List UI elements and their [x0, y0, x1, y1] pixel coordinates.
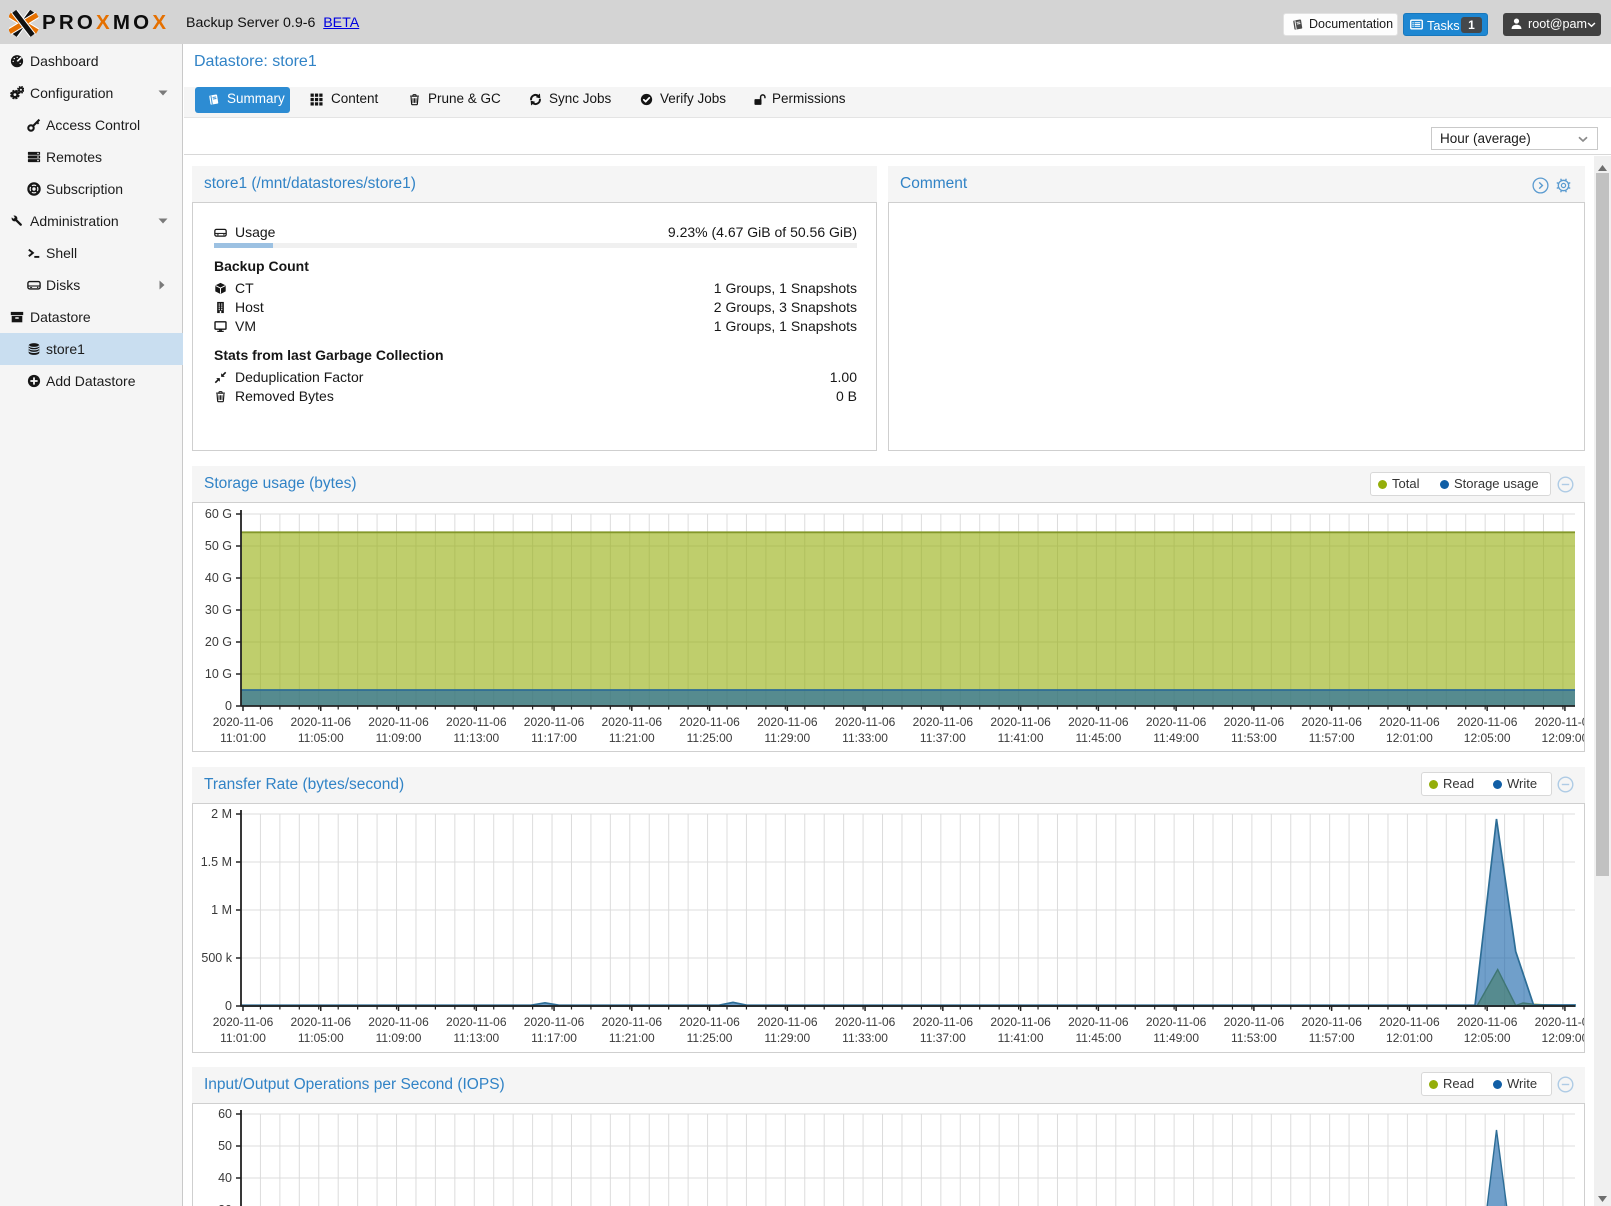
svg-text:11:53:00: 11:53:00 [1231, 1031, 1277, 1045]
svg-text:11:57:00: 11:57:00 [1309, 1031, 1355, 1045]
svg-text:2020-11-06: 2020-11-06 [1457, 1015, 1518, 1029]
svg-text:11:45:00: 11:45:00 [1075, 1031, 1121, 1045]
svg-text:11:37:00: 11:37:00 [920, 1031, 966, 1045]
svg-text:2020-11-06: 2020-11-06 [679, 1015, 740, 1029]
svg-text:2020-11-06: 2020-11-06 [757, 1015, 818, 1029]
svg-text:11:17:00: 11:17:00 [531, 1031, 577, 1045]
svg-text:11:41:00: 11:41:00 [998, 731, 1044, 745]
svg-text:60 G: 60 G [205, 507, 232, 521]
svg-text:40: 40 [218, 1171, 232, 1185]
svg-text:2020-11-06: 2020-11-06 [1379, 715, 1440, 729]
svg-text:2020-11-06: 2020-11-06 [213, 1015, 274, 1029]
svg-text:11:17:00: 11:17:00 [531, 731, 577, 745]
svg-text:2020-11-06: 2020-11-06 [835, 715, 896, 729]
svg-text:11:09:00: 11:09:00 [376, 1031, 422, 1045]
svg-text:2020-11-06: 2020-11-06 [1224, 1015, 1285, 1029]
svg-text:30 G: 30 G [205, 603, 232, 617]
svg-text:11:57:00: 11:57:00 [1309, 731, 1355, 745]
svg-text:2020-11-06: 2020-11-06 [1068, 1015, 1129, 1029]
svg-text:2020-11-06: 2020-11-06 [1301, 715, 1362, 729]
svg-text:11:01:00: 11:01:00 [220, 1031, 266, 1045]
svg-text:1 M: 1 M [211, 903, 232, 917]
svg-text:12:05:00: 12:05:00 [1464, 731, 1511, 745]
svg-text:10 G: 10 G [205, 667, 232, 681]
svg-text:2020-11-06: 2020-11-06 [1146, 1015, 1207, 1029]
svg-text:11:25:00: 11:25:00 [687, 731, 733, 745]
svg-text:11:49:00: 11:49:00 [1153, 1031, 1199, 1045]
svg-text:2020-11-06: 2020-11-06 [835, 1015, 896, 1029]
svg-text:11:21:00: 11:21:00 [609, 731, 655, 745]
svg-text:2020-11-06: 2020-11-06 [291, 1015, 352, 1029]
svg-text:2020-11-06: 2020-11-06 [446, 1015, 507, 1029]
svg-text:20 G: 20 G [205, 635, 232, 649]
svg-text:40 G: 40 G [205, 571, 232, 585]
svg-text:11:21:00: 11:21:00 [609, 1031, 655, 1045]
svg-text:12:09:00: 12:09:00 [1542, 1031, 1584, 1045]
svg-text:2020-11-06: 2020-11-06 [1535, 1015, 1584, 1029]
svg-text:2020-11-06: 2020-11-06 [213, 715, 274, 729]
svg-text:2020-11-06: 2020-11-06 [1146, 715, 1207, 729]
svg-text:2020-11-06: 2020-11-06 [524, 715, 585, 729]
svg-text:2020-11-06: 2020-11-06 [1301, 1015, 1362, 1029]
svg-text:2020-11-06: 2020-11-06 [913, 715, 974, 729]
svg-text:11:29:00: 11:29:00 [764, 1031, 810, 1045]
svg-text:12:01:00: 12:01:00 [1386, 1031, 1433, 1045]
svg-text:2020-11-06: 2020-11-06 [1379, 1015, 1440, 1029]
svg-text:0: 0 [225, 999, 232, 1013]
svg-text:2020-11-06: 2020-11-06 [524, 1015, 585, 1029]
svg-text:2020-11-06: 2020-11-06 [1068, 715, 1129, 729]
svg-text:11:49:00: 11:49:00 [1153, 731, 1199, 745]
svg-text:30: 30 [218, 1203, 232, 1206]
svg-text:12:09:00: 12:09:00 [1542, 731, 1584, 745]
svg-text:2 M: 2 M [211, 807, 232, 821]
svg-text:2020-11-06: 2020-11-06 [368, 1015, 429, 1029]
svg-text:12:05:00: 12:05:00 [1464, 1031, 1511, 1045]
svg-text:2020-11-06: 2020-11-06 [679, 715, 740, 729]
svg-text:11:09:00: 11:09:00 [376, 731, 422, 745]
svg-text:2020-11-06: 2020-11-06 [757, 715, 818, 729]
svg-text:11:05:00: 11:05:00 [298, 1031, 344, 1045]
svg-text:2020-11-06: 2020-11-06 [602, 1015, 663, 1029]
svg-text:2020-11-06: 2020-11-06 [990, 715, 1051, 729]
svg-text:11:45:00: 11:45:00 [1075, 731, 1121, 745]
svg-text:11:13:00: 11:13:00 [453, 731, 499, 745]
svg-text:2020-11-06: 2020-11-06 [1457, 715, 1518, 729]
svg-text:2020-11-06: 2020-11-06 [446, 715, 507, 729]
svg-text:60: 60 [218, 1107, 232, 1121]
svg-text:11:41:00: 11:41:00 [998, 1031, 1044, 1045]
svg-text:1.5 M: 1.5 M [201, 855, 232, 869]
svg-text:11:53:00: 11:53:00 [1231, 731, 1277, 745]
svg-text:2020-11-06: 2020-11-06 [368, 715, 429, 729]
svg-text:2020-11-06: 2020-11-06 [990, 1015, 1051, 1029]
svg-text:2020-11-06: 2020-11-06 [1224, 715, 1285, 729]
svg-text:11:37:00: 11:37:00 [920, 731, 966, 745]
svg-text:2020-11-06: 2020-11-06 [1535, 715, 1584, 729]
svg-text:2020-11-06: 2020-11-06 [913, 1015, 974, 1029]
svg-text:11:01:00: 11:01:00 [220, 731, 266, 745]
svg-text:11:29:00: 11:29:00 [764, 731, 810, 745]
svg-text:11:13:00: 11:13:00 [453, 1031, 499, 1045]
svg-text:500 k: 500 k [201, 951, 232, 965]
svg-text:11:33:00: 11:33:00 [842, 731, 888, 745]
svg-text:2020-11-06: 2020-11-06 [602, 715, 663, 729]
svg-text:50: 50 [218, 1139, 232, 1153]
svg-text:11:05:00: 11:05:00 [298, 731, 344, 745]
svg-text:2020-11-06: 2020-11-06 [291, 715, 352, 729]
svg-text:12:01:00: 12:01:00 [1386, 731, 1433, 745]
svg-text:50 G: 50 G [205, 539, 232, 553]
svg-text:0: 0 [225, 699, 232, 713]
svg-text:11:33:00: 11:33:00 [842, 1031, 888, 1045]
svg-text:11:25:00: 11:25:00 [687, 1031, 733, 1045]
